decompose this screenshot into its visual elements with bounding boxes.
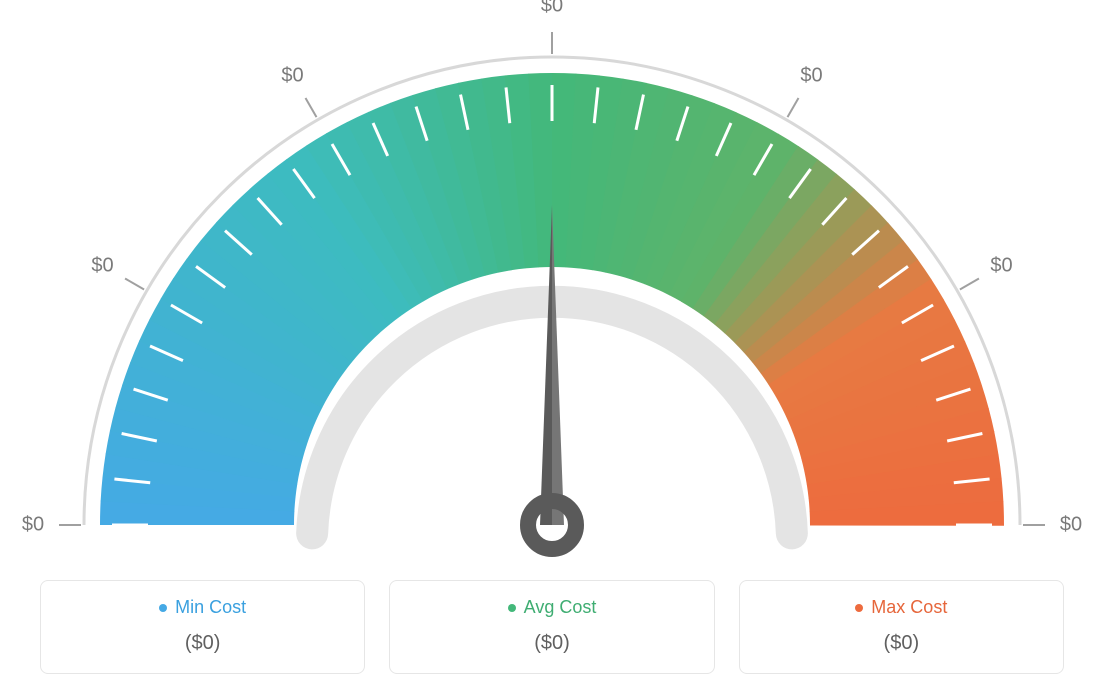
legend-value: ($0) [51, 632, 354, 655]
legend-value: ($0) [400, 632, 703, 655]
legend-row: Min Cost ($0) Avg Cost ($0) Max Cost ($0) [40, 580, 1064, 674]
legend-card: Min Cost ($0) [40, 580, 365, 674]
gauge-tick-label: $0 [91, 254, 113, 277]
legend-title: Min Cost [159, 597, 246, 618]
legend-title: Max Cost [855, 597, 947, 618]
gauge-tick-label: $0 [22, 514, 44, 537]
gauge-chart: $0 $0 $0 $0 $0 $0 $0 [0, 0, 1104, 570]
gauge-tick-label: $0 [541, 0, 563, 18]
legend-title-text: Min Cost [175, 597, 246, 618]
legend-dot-icon [855, 604, 863, 612]
gauge-svg [0, 0, 1104, 570]
gauge-tick-label: $0 [1060, 514, 1082, 537]
legend-value: ($0) [750, 632, 1053, 655]
legend-dot-icon [508, 604, 516, 612]
legend-dot-icon [159, 604, 167, 612]
gauge-tick-label: $0 [800, 64, 822, 87]
gauge-tick-label: $0 [990, 254, 1012, 277]
gauge-tick-label: $0 [281, 64, 303, 87]
legend-card: Max Cost ($0) [739, 580, 1064, 674]
legend-title-text: Max Cost [871, 597, 947, 618]
legend-card: Avg Cost ($0) [389, 580, 714, 674]
legend-title: Avg Cost [508, 597, 597, 618]
legend-title-text: Avg Cost [524, 597, 597, 618]
